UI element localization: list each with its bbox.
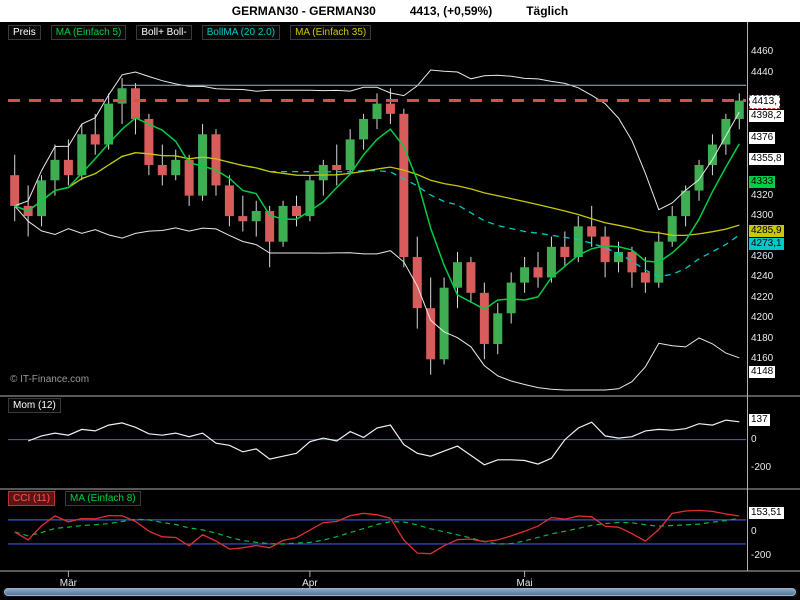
main-legend-item-1[interactable]: Preis (8, 25, 41, 40)
timeframe: Täglich (526, 4, 569, 18)
momentum-legend: Mom (12) (8, 398, 61, 413)
price-chart-svg[interactable] (0, 22, 800, 600)
price-axis-label: 4148 (749, 365, 776, 378)
cci-legend-item-2[interactable]: MA (Einfach 8) (65, 491, 141, 506)
price-axis-label: 4260 (751, 251, 774, 263)
price-axis-label: 4376 (749, 132, 776, 145)
price-axis-label: 4413, (749, 94, 781, 109)
cci-legend-item-1[interactable]: CCI (11) (8, 491, 56, 506)
momentum-axis-label: 137 (749, 413, 770, 426)
cci-axis-label: 0 (751, 525, 757, 537)
price-axis-label: 4273,1 (749, 237, 784, 250)
price-axis-label: 4300 (751, 210, 774, 222)
main-legend: Preis MA (Einfach 5) Boll+ Boll- BollMA (20… (8, 25, 372, 40)
chart-canvas[interactable]: Preis MA (Einfach 5) Boll+ Boll- BollMA (20… (0, 22, 800, 600)
cci-legend: CCI (11) MA (Einfach 8) (8, 491, 141, 506)
scrollbar-thumb[interactable] (4, 588, 796, 596)
main-legend-item-3[interactable]: Boll+ Boll- (136, 25, 192, 40)
main-legend-item-2[interactable]: MA (Einfach 5) (50, 25, 127, 40)
main-legend-item-5[interactable]: MA (Einfach 35) (290, 25, 372, 40)
price-axis-label: 4240 (751, 271, 774, 283)
price-axis-label: 4320 (751, 189, 774, 201)
cci-axis-label: 153,51 (749, 507, 784, 520)
price-axis-label: 4460 (751, 46, 774, 58)
main-legend-item-4[interactable]: BollMA (20 2.0) (201, 25, 281, 40)
price-axis-label: 4200 (751, 312, 774, 324)
price-axis-label: 4440 (751, 66, 774, 78)
price-axis-label: 4220 (751, 291, 774, 303)
symbol-name: GERMAN30 - GERMAN30 (231, 4, 376, 18)
cci-axis-label: -200 (751, 549, 772, 561)
momentum-axis-label: 0 (751, 433, 757, 445)
price-axis-label: 4333 (749, 176, 776, 189)
month-label-Mär: Mär (59, 578, 77, 589)
price-axis-label: 4285,9 (749, 224, 784, 237)
watermark: © IT-Finance.com (10, 374, 90, 385)
price-axis-label: 4398,2 (749, 109, 784, 122)
price-axis-label: 4160 (751, 353, 774, 365)
price-axis-label: 4355,8 (749, 153, 784, 166)
price-axis-label: 4180 (751, 332, 774, 344)
month-label-Apr: Apr (302, 578, 318, 589)
momentum-legend-item-1[interactable]: Mom (12) (8, 398, 61, 413)
momentum-axis-label: -200 (751, 462, 772, 474)
title-bar: GERMAN30 - GERMAN30 4413, (+0,59%) Tägli… (0, 0, 800, 22)
last-quote: 4413, (+0,59%) (409, 4, 493, 18)
horizontal-scrollbar[interactable] (2, 588, 798, 597)
month-label-Mai: Mai (516, 578, 533, 589)
